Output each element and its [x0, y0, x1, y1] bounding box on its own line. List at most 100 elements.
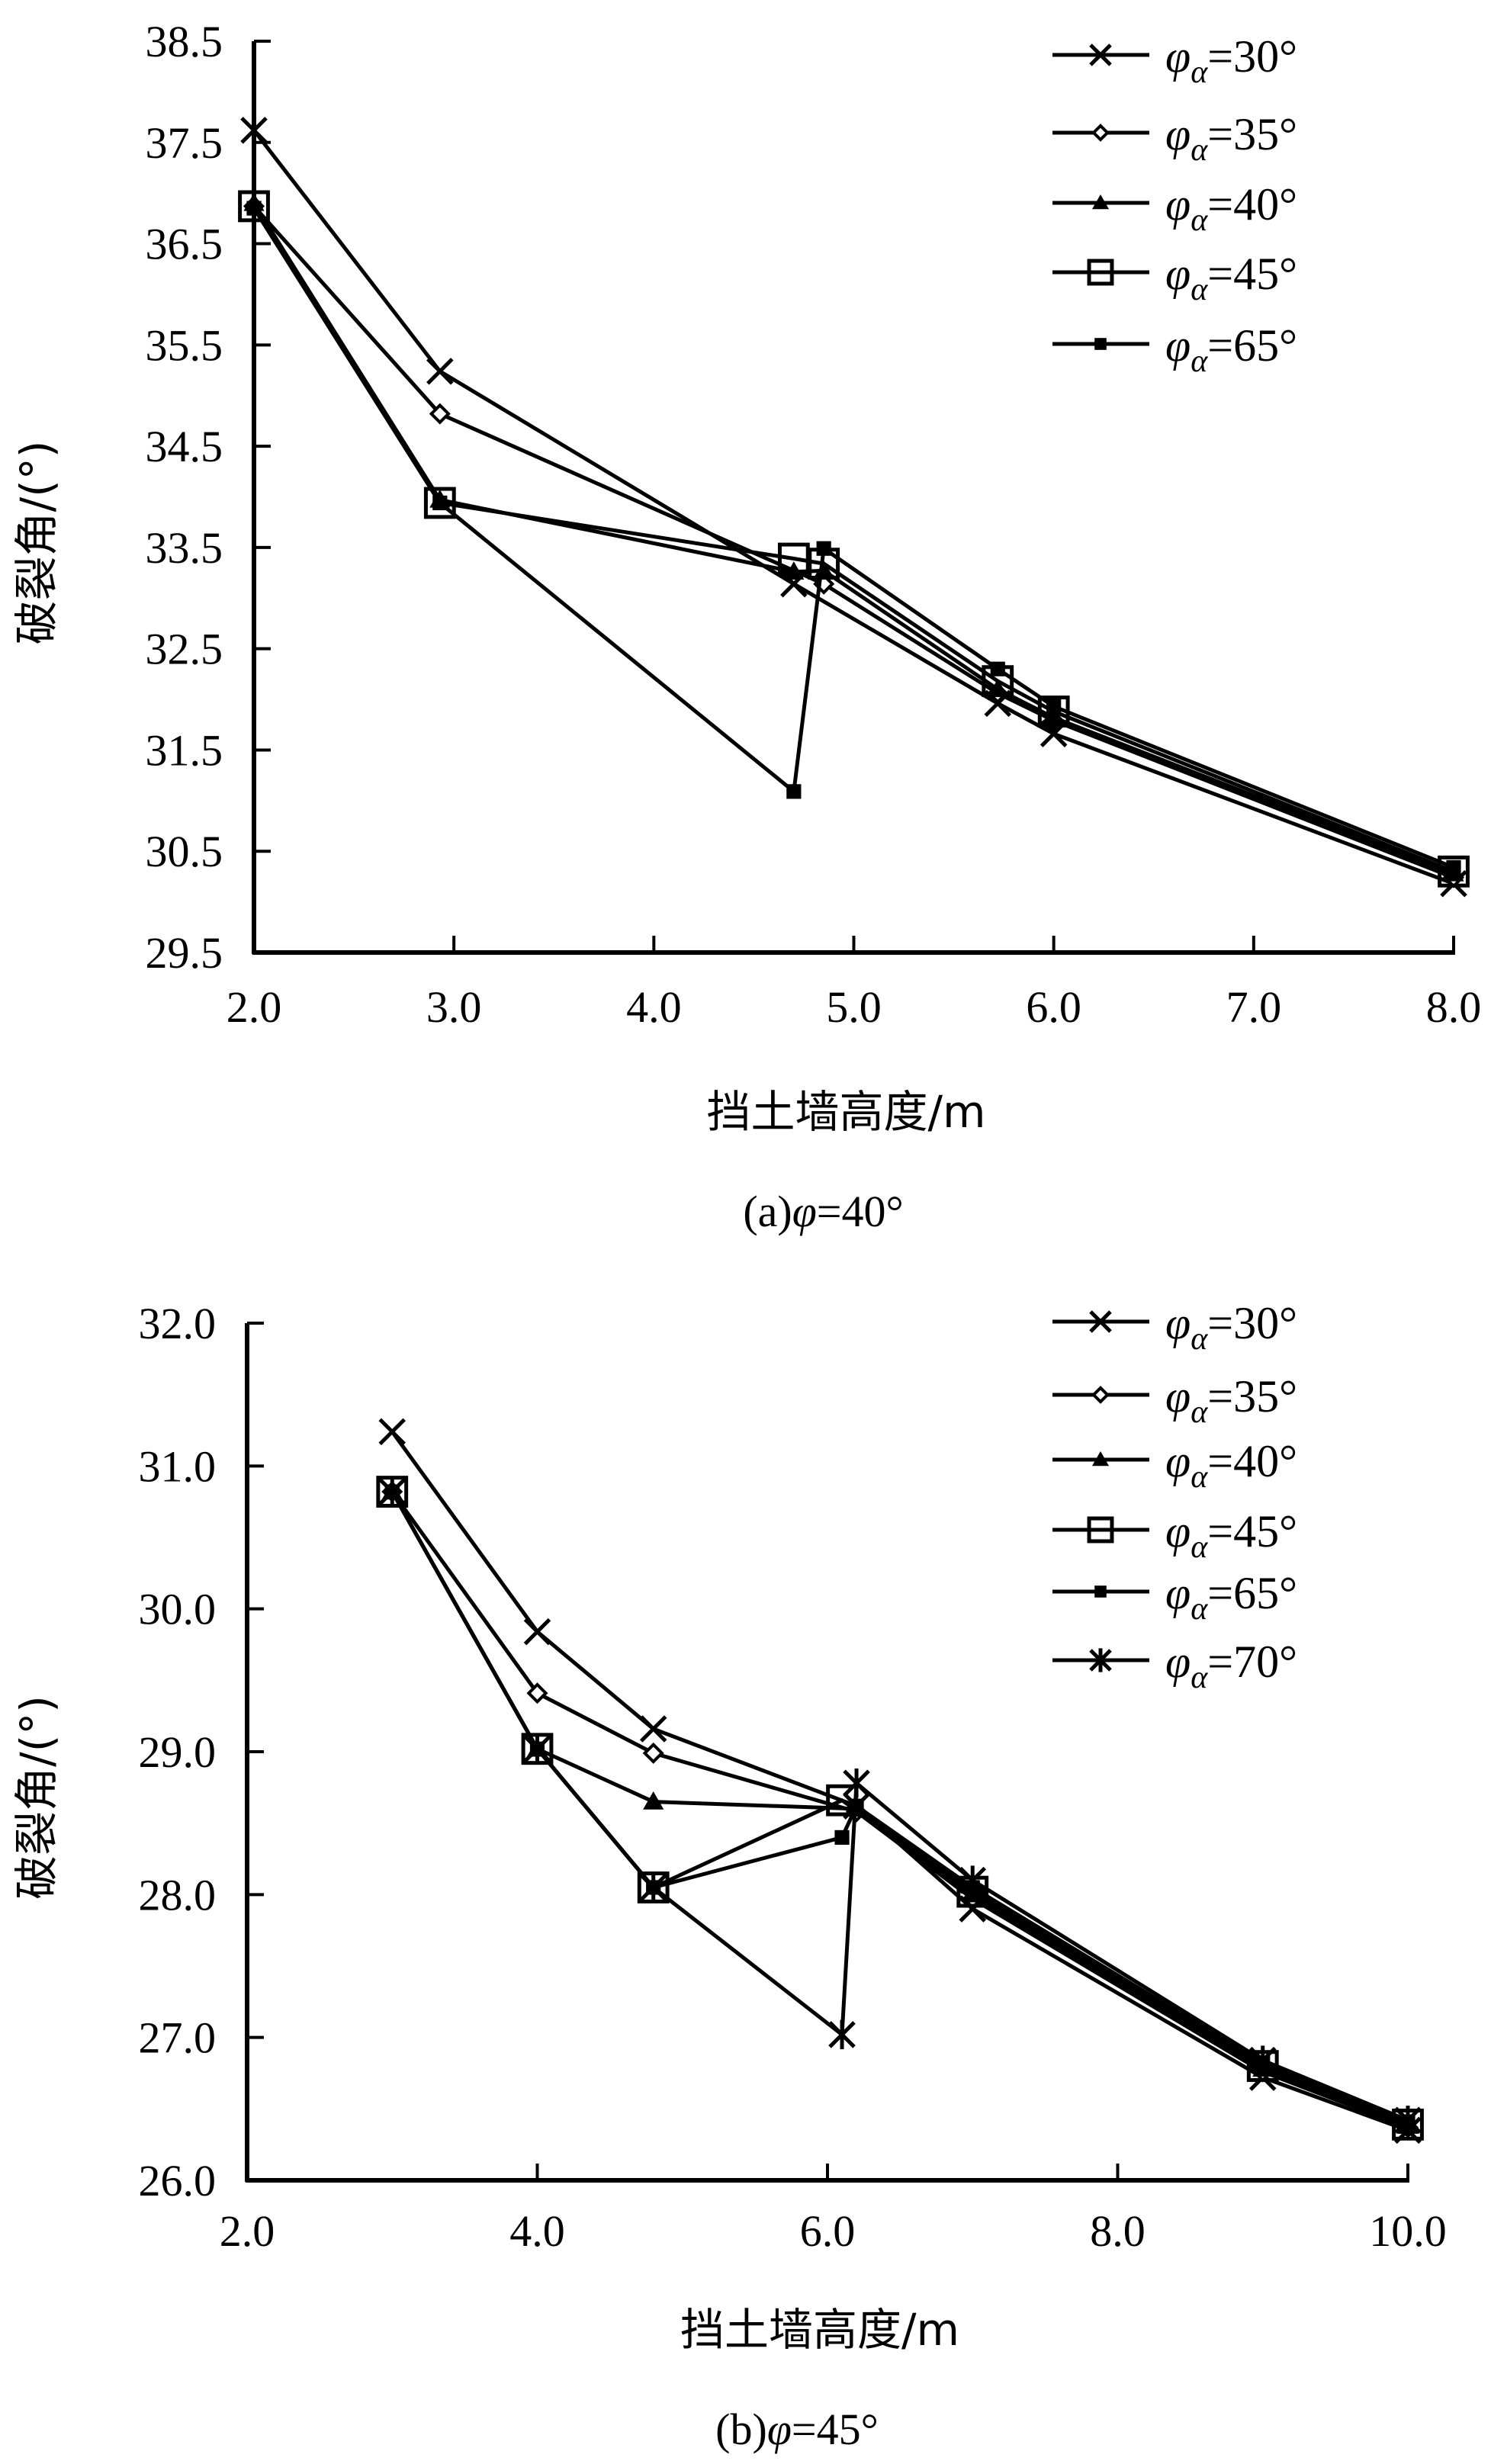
legend-entry: φα=30° [1052, 31, 1297, 90]
legend-marker-x [1089, 43, 1112, 66]
caption-prefix: (a) [743, 1187, 792, 1236]
data-point-square-filled [432, 495, 448, 511]
data-point-asterisk [828, 2019, 856, 2050]
legend-entry: φα=70° [1052, 1637, 1297, 1695]
data-point-square-filled [246, 201, 262, 216]
y-axis-title: 破裂角/(°) [11, 1695, 63, 1900]
y-tick-label: 27.0 [139, 2013, 217, 2063]
series-line [252, 205, 1454, 874]
legend-phi: φ [1165, 1506, 1191, 1556]
legend-marker-square-filled [1094, 1585, 1107, 1598]
caption-suffix: =40° [817, 1187, 904, 1236]
x-tick-label: 3.0 [426, 982, 482, 1032]
legend-entry: φα=35° [1052, 109, 1297, 168]
legend-label: φα=35° [1165, 109, 1297, 168]
y-tick-label: 31.0 [139, 1441, 217, 1491]
caption-suffix: =45° [792, 2405, 879, 2454]
caption-symbol: φ [792, 1187, 817, 1236]
series-asterisk [378, 1476, 1422, 2135]
data-point-triangle [783, 561, 805, 580]
legend-value: =40° [1207, 1436, 1297, 1486]
legend-marker-diamond [1091, 124, 1110, 142]
x-axis-title: 挡土墙高度/m [680, 2304, 959, 2356]
legend-entry: φα=40° [1052, 179, 1297, 238]
legend-marker-square-filled [1094, 338, 1107, 350]
legend-phi: φ [1165, 109, 1191, 159]
legend-alpha: α [1191, 55, 1208, 90]
data-point-asterisk [959, 1865, 987, 1895]
data-point-square-filled [834, 1830, 850, 1845]
data-point-asterisk [378, 1476, 406, 1507]
series-diamond [243, 195, 1465, 888]
legend-alpha: α [1191, 1660, 1208, 1695]
x-tick-label: 4.0 [626, 982, 682, 1032]
legend-phi: φ [1165, 1436, 1191, 1486]
legend-value: =70° [1207, 1637, 1297, 1687]
legend-label: φα=30° [1165, 31, 1297, 90]
legend-marker-diamond [1091, 1386, 1110, 1404]
legend-phi: φ [1165, 1568, 1191, 1618]
legend-phi: φ [1165, 31, 1191, 82]
data-point-diamond [642, 1742, 664, 1764]
data-point-square-filled [786, 784, 802, 799]
y-tick-label: 33.5 [146, 523, 223, 573]
x-tick-label: 5.0 [826, 982, 882, 1032]
x-tick-label: 4.0 [509, 2206, 565, 2256]
legend-label: φα=40° [1165, 1436, 1297, 1495]
data-point-asterisk [843, 1768, 870, 1798]
x-marker-stroke [639, 1715, 667, 1743]
data-point-asterisk [1394, 2106, 1422, 2135]
legend-entry: φα=45° [1052, 1506, 1297, 1565]
x-tick-label: 6.0 [800, 2206, 856, 2256]
x-marker-stroke [426, 358, 454, 385]
legend-value: =45° [1207, 1506, 1297, 1556]
legend-alpha: α [1191, 1592, 1208, 1627]
legend-value: =30° [1207, 31, 1297, 82]
y-tick-label: 35.5 [146, 320, 223, 370]
data-point-square-filled [1446, 859, 1461, 875]
data-point-x [378, 1418, 406, 1446]
legend-value: =35° [1207, 1371, 1297, 1422]
legend-label: φα=70° [1165, 1637, 1297, 1695]
legend-alpha: α [1191, 1322, 1208, 1357]
y-tick-label: 37.5 [146, 118, 223, 168]
legend-phi: φ [1165, 1371, 1191, 1422]
series-line [252, 129, 1454, 886]
legend-phi: φ [1165, 1637, 1191, 1687]
legend-entry: φα=65° [1052, 1568, 1297, 1627]
data-point-square-open [777, 542, 810, 575]
legend-alpha: α [1191, 1530, 1208, 1565]
data-point-diamond [429, 403, 451, 425]
legend-entry: φα=30° [1052, 1298, 1297, 1357]
series-line [390, 1490, 1409, 2122]
legend-value: =45° [1207, 249, 1297, 299]
data-point-square-open [423, 487, 456, 519]
legend-alpha: α [1191, 203, 1208, 238]
data-point-triangle [643, 1791, 664, 1810]
y-tick-label: 31.5 [146, 725, 223, 775]
legend-phi: φ [1165, 249, 1191, 299]
y-tick-label: 38.5 [146, 17, 223, 66]
x-marker-stroke [1089, 1310, 1112, 1333]
data-point-square-filled [1046, 699, 1062, 714]
chart-panel-b: 26.0 27.0 28.0 29.0 30.0 31.0 32.0 2.0 4.0 6.0 8.0… [11, 1298, 1447, 2454]
legend-label: φα=45° [1165, 249, 1297, 307]
legend-marker-x [1089, 1310, 1112, 1333]
x-tick-label: 7.0 [1226, 982, 1282, 1032]
figure-caption: (a)φ=40° [743, 1187, 903, 1236]
y-tick-label: 29.5 [146, 928, 223, 978]
data-point-diamond [526, 1682, 548, 1704]
legend-marker-square-open [1087, 259, 1114, 286]
x-marker-stroke [378, 1418, 406, 1446]
data-point-x [426, 358, 454, 385]
y-tick-label: 30.5 [146, 827, 223, 876]
legend-value: =35° [1207, 109, 1297, 159]
x-tick-label: 2.0 [227, 982, 282, 1032]
data-point-asterisk [523, 1734, 551, 1764]
legend-marker-triangle [1091, 1450, 1110, 1467]
data-point-asterisk [1248, 2045, 1277, 2075]
legend-alpha: α [1191, 272, 1208, 307]
x-tick-label: 10.0 [1369, 2206, 1447, 2256]
legend-entry: φα=40° [1052, 1436, 1297, 1495]
